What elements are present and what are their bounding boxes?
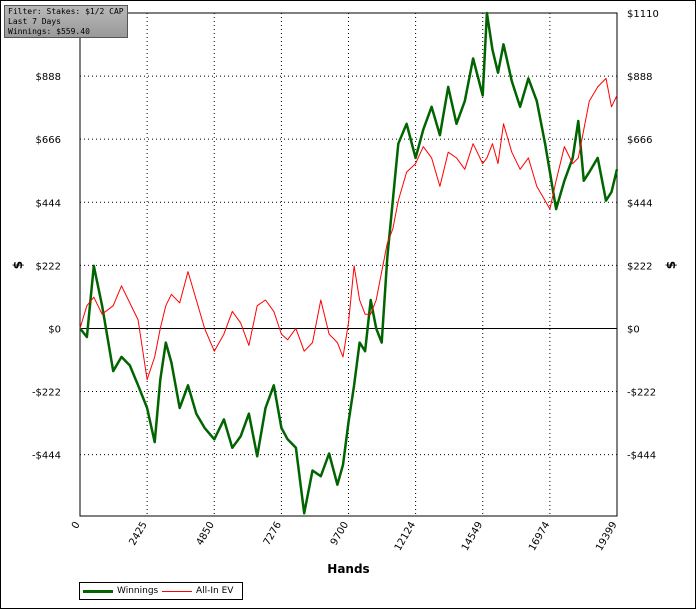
y-tick-label: $0 [48, 324, 61, 335]
x-tick-label: 0 [70, 520, 83, 531]
y-tick-label: $0 [627, 324, 640, 335]
y-tick-label: $666 [36, 135, 61, 146]
y-tick-label: -$444 [627, 451, 656, 462]
y-axis-title-left: $ [11, 261, 25, 269]
legend-label-allin: All-In EV [196, 586, 234, 596]
x-tick-label: 16974 [527, 520, 552, 553]
legend-swatch-allin [162, 590, 192, 592]
x-tick-label: 9700 [329, 520, 351, 548]
x-tick-labels: 0 2425 4850 7276 9700 12124 14549 16974 19399 [70, 520, 620, 553]
x-tick-label: 12124 [393, 520, 418, 553]
y-tick-label: -$222 [627, 388, 656, 399]
y-tick-label: $888 [627, 72, 652, 83]
series-layer [79, 11, 619, 515]
legend-label-winnings: Winnings [117, 586, 159, 596]
x-axis-title: Hands [327, 562, 369, 576]
x-tick-label: 19399 [594, 520, 619, 553]
legend-item-winnings: Winnings [83, 585, 158, 597]
filter-period-text: Last 7 Days [8, 17, 61, 26]
y-tick-label: -$444 [32, 451, 61, 462]
filter-stakes-text: Filter: Stakes: $1/2 CAP NL [8, 7, 124, 16]
series-line-all-in-ev [79, 77, 618, 381]
legend-item-allin: All-In EV [162, 585, 233, 597]
x-tick-label: 4850 [195, 520, 217, 548]
y-tick-label: $666 [627, 135, 652, 146]
y-tick-label: $222 [36, 261, 61, 272]
y-tick-label: $444 [36, 198, 61, 209]
filter-info-box: Filter: Stakes: $1/2 CAP NL Last 7 Days … [4, 5, 128, 38]
y-tick-label: $1110 [627, 9, 659, 20]
y-tick-label: -$222 [32, 388, 61, 399]
y-tick-label: $444 [627, 198, 652, 209]
grid-lines [79, 12, 618, 516]
x-tick-label: 14549 [460, 520, 485, 553]
y-tick-labels-left: -$444-$222$0$222$444$666$888$1110 [29, 9, 61, 462]
y-axis-title-right: $ [664, 261, 678, 269]
plot-area [79, 12, 618, 517]
x-tick-label: 2425 [127, 520, 149, 548]
legend-swatch-winnings [83, 589, 113, 593]
y-tick-label: $888 [36, 72, 61, 83]
filter-winnings-text: Winnings: $559.40 [8, 27, 90, 36]
series-line-winnings [79, 11, 619, 515]
legend: Winnings All-In EV [79, 582, 243, 600]
y-tick-labels-right: -$444 -$222 $0 $222 $444 $666 $888 $1110 [627, 9, 659, 462]
y-tick-label: $222 [627, 261, 652, 272]
x-tick-label: 7276 [262, 520, 284, 548]
